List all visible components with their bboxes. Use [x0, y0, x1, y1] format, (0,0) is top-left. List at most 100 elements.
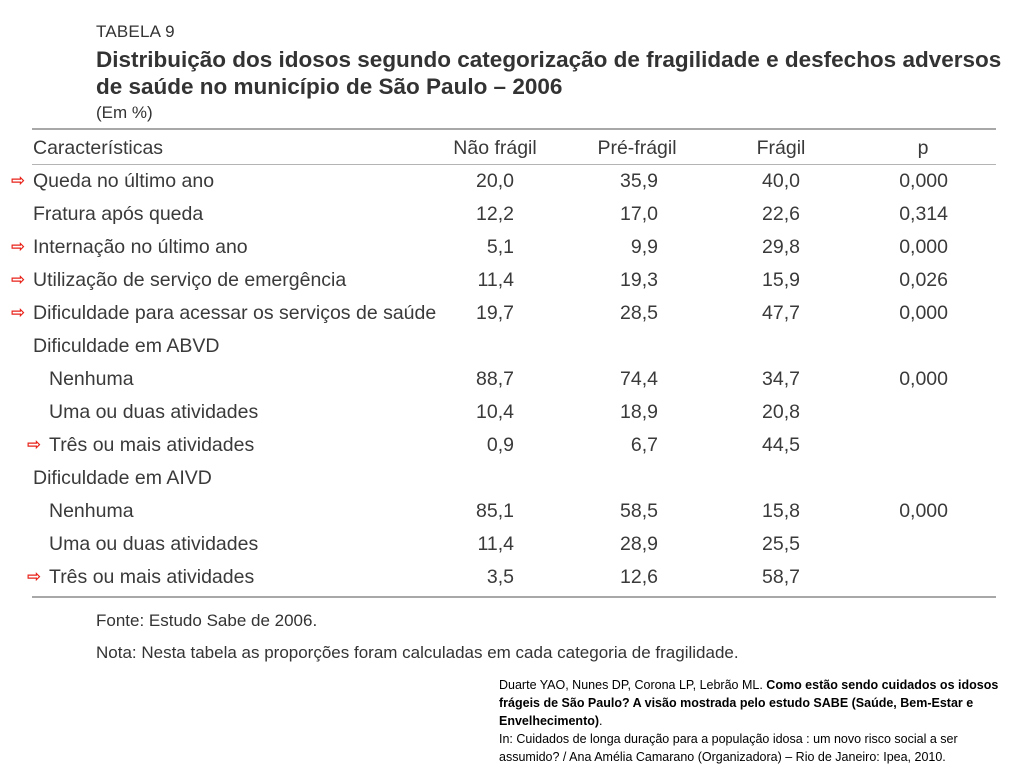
- cell-pre-fragil: 19,3: [620, 269, 658, 291]
- cell-nao-fragil: 19,7: [476, 302, 514, 324]
- cell-nao-fragil: 11,4: [477, 533, 514, 555]
- row-label: Queda no último ano: [33, 170, 215, 192]
- cell-fragil: 47,7: [762, 302, 800, 324]
- cell-fragil: 15,9: [762, 269, 800, 291]
- cell-p: 0,314: [899, 203, 948, 225]
- table-row: Nenhuma 85,1 58,5 15,8 0,000: [0, 495, 1024, 528]
- cell-pre-fragil: 58,5: [620, 500, 658, 522]
- row-label: Fratura após queda: [33, 203, 204, 225]
- table-title: Distribuição dos idosos segundo categori…: [96, 47, 1002, 99]
- citation-article-title: Como estão sendo cuidados os idosos frág…: [499, 678, 999, 728]
- table-row: ⇨ Dificuldade para acessar os serviços de…: [0, 297, 1024, 330]
- cell-p: [860, 528, 948, 561]
- cell-pre-fragil: 28,9: [620, 533, 658, 555]
- citation-authors: Duarte YAO, Nunes DP, Corona LP, Lebrão …: [499, 678, 767, 692]
- row-label: Dificuldade em ABVD: [33, 335, 220, 357]
- cell-nao-fragil: 20,0: [476, 170, 514, 192]
- cell-pre-fragil: 17,0: [620, 203, 658, 225]
- table-row: ⇨ Três ou mais atividades 0,9 6,7 44,5: [0, 429, 1024, 462]
- cell-p: 0,000: [899, 500, 948, 522]
- row-label: Três ou mais atividades: [49, 566, 255, 588]
- cell-nao-fragil: 0,9: [486, 434, 514, 456]
- cell-nao-fragil: 5,1: [486, 236, 514, 258]
- cell-p: [860, 396, 948, 429]
- cell-p: 0,000: [899, 368, 948, 390]
- row-label: Dificuldade em AIVD: [33, 467, 212, 489]
- table-row: Uma ou duas atividades 10,4 18,9 20,8: [0, 396, 1024, 429]
- cell-fragil: 25,5: [762, 533, 800, 555]
- cell-pre-fragil: 18,9: [620, 401, 658, 423]
- table-row: Nenhuma 88,7 74,4 34,7 0,000: [0, 363, 1024, 396]
- row-label: Nenhuma: [49, 500, 134, 522]
- header-pre-fragil: Pré-frágil: [597, 137, 677, 159]
- red-arrow-icon: ⇨: [11, 171, 26, 190]
- header-caracteristicas: Características: [33, 137, 164, 159]
- top-rule: [32, 128, 996, 130]
- cell-p: 0,026: [899, 269, 948, 291]
- table-row: Fratura após queda 12,2 17,0 22,6 0,314: [0, 198, 1024, 231]
- citation-source: In: Cuidados de longa duração para a pop…: [499, 732, 958, 764]
- cell-p: 0,000: [899, 170, 948, 192]
- table-header-row: Características Não frágil Pré-frágil Fr…: [0, 132, 1024, 165]
- cell-pre-fragil: 28,5: [620, 302, 658, 324]
- row-label: Internação no último ano: [33, 236, 248, 258]
- cell-p: [860, 462, 948, 495]
- cell-nao-fragil: [420, 462, 514, 495]
- table-row: ⇨ Queda no último ano 20,0 35,9 40,0 0,000: [0, 165, 1024, 198]
- table-row: Uma ou duas atividades 11,4 28,9 25,5: [0, 528, 1024, 561]
- cell-nao-fragil: [420, 330, 514, 363]
- citation-period: .: [599, 714, 603, 728]
- row-label: Uma ou duas atividades: [49, 533, 259, 555]
- table-row: ⇨ Três ou mais atividades 3,5 12,6 58,7: [0, 561, 1024, 594]
- table-row: ⇨ Utilização de serviço de emergência 11,4…: [0, 264, 1024, 297]
- cell-fragil: 40,0: [762, 170, 800, 192]
- cell-nao-fragil: 85,1: [476, 500, 514, 522]
- cell-nao-fragil: 10,4: [476, 401, 514, 423]
- cell-pre-fragil: 35,9: [620, 170, 658, 192]
- table-footnote: Nota: Nesta tabela as proporções foram c…: [96, 643, 739, 662]
- header-fragil: Frágil: [756, 137, 806, 159]
- cell-fragil: 22,6: [762, 203, 800, 225]
- row-label: Uma ou duas atividades: [49, 401, 259, 423]
- cell-fragil: 29,8: [762, 236, 800, 258]
- cell-fragil: 58,7: [762, 566, 800, 588]
- cell-p: [860, 330, 948, 363]
- table-row: Dificuldade em AIVD: [0, 462, 1024, 495]
- cell-nao-fragil: 12,2: [476, 203, 514, 225]
- header-nao-fragil: Não frágil: [453, 137, 537, 159]
- cell-nao-fragil: 88,7: [476, 368, 514, 390]
- red-arrow-icon: ⇨: [11, 237, 26, 256]
- table-row: ⇨ Internação no último ano 5,1 9,9 29,8 0,000: [0, 231, 1024, 264]
- table-source-note: Fonte: Estudo Sabe de 2006.: [96, 611, 318, 630]
- cell-pre-fragil: 9,9: [630, 236, 658, 258]
- red-arrow-icon: ⇨: [11, 270, 26, 289]
- cell-fragil: 15,8: [762, 500, 800, 522]
- cell-fragil: 20,8: [762, 401, 800, 423]
- table-label: TABELA 9: [96, 22, 175, 41]
- cell-fragil: 44,5: [762, 434, 800, 456]
- row-label: Utilização de serviço de emergência: [33, 269, 347, 291]
- header-p: p: [917, 137, 929, 159]
- cell-p: [860, 429, 948, 462]
- cell-fragil: 34,7: [762, 368, 800, 390]
- cell-p: 0,000: [899, 236, 948, 258]
- row-label: Dificuldade para acessar os serviços de …: [33, 302, 437, 324]
- cell-p: [860, 561, 948, 594]
- table-unit: (Em %): [96, 103, 153, 122]
- cell-fragil: [720, 462, 800, 495]
- row-label: Três ou mais atividades: [49, 434, 255, 456]
- cell-pre-fragil: 6,7: [630, 434, 658, 456]
- header-rule: [32, 164, 996, 165]
- red-arrow-icon: ⇨: [27, 435, 42, 454]
- citation: Duarte YAO, Nunes DP, Corona LP, Lebrão …: [499, 676, 1019, 766]
- cell-pre-fragil: [570, 330, 658, 363]
- bottom-rule: [32, 596, 996, 598]
- cell-p: 0,000: [899, 302, 948, 324]
- cell-nao-fragil: 3,5: [486, 566, 514, 588]
- cell-pre-fragil: 12,6: [620, 566, 658, 588]
- table-row: Dificuldade em ABVD: [0, 330, 1024, 363]
- cell-fragil: [720, 330, 800, 363]
- red-arrow-icon: ⇨: [11, 303, 26, 322]
- cell-pre-fragil: 74,4: [620, 368, 658, 390]
- row-label: Nenhuma: [49, 368, 134, 390]
